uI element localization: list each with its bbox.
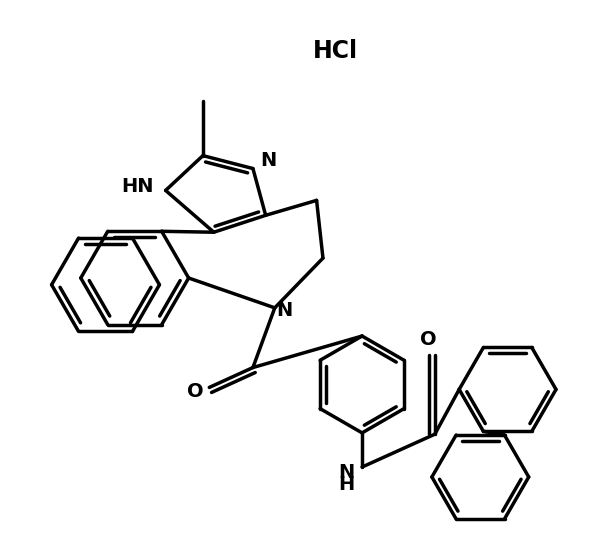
Text: H: H bbox=[339, 475, 355, 494]
Text: N: N bbox=[260, 151, 276, 170]
Text: N: N bbox=[276, 301, 293, 320]
Text: O: O bbox=[420, 330, 437, 349]
Text: HCl: HCl bbox=[313, 39, 358, 63]
Text: N: N bbox=[339, 463, 355, 482]
Text: O: O bbox=[187, 382, 204, 401]
Text: HN: HN bbox=[121, 176, 153, 196]
